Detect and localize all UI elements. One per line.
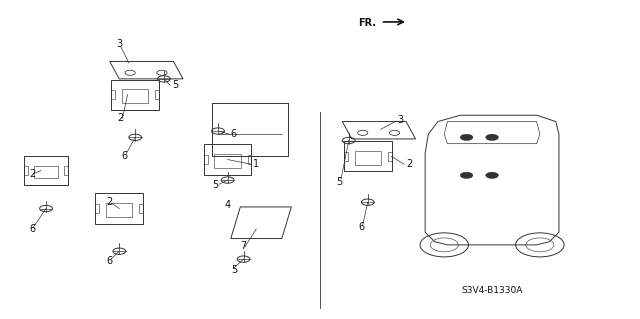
Text: FR.: FR. [358,18,376,28]
Bar [156,90,159,100]
Text: 6: 6 [29,224,35,234]
Bar [106,203,132,217]
Bar [111,80,159,110]
Bar [248,155,252,164]
Text: 5: 5 [336,177,342,187]
Text: 3: 3 [397,115,404,125]
Text: 7: 7 [241,241,246,251]
Text: S3V4-B1330A: S3V4-B1330A [461,286,523,295]
Circle shape [460,172,473,178]
Bar [24,156,68,185]
Circle shape [460,134,473,141]
Text: 5: 5 [212,180,218,190]
Circle shape [486,172,499,178]
Text: 5: 5 [231,264,237,275]
Bar [355,151,381,165]
Text: 4: 4 [225,200,230,210]
Bar [95,194,143,224]
Bar [34,166,58,178]
Circle shape [486,134,499,141]
Bar [344,141,392,171]
Text: 6: 6 [358,222,365,233]
Bar [204,144,252,175]
Text: 3: 3 [116,39,122,49]
Bar [24,166,28,175]
Bar [65,166,68,175]
Bar [111,90,115,100]
Bar [140,204,143,213]
Text: 6: 6 [107,256,113,266]
Text: 6: 6 [231,129,237,139]
Bar [122,89,148,103]
Text: 5: 5 [172,80,179,90]
Bar [344,152,348,161]
Text: 2: 2 [117,113,124,123]
Bar [388,152,392,161]
Text: 2: 2 [107,197,113,207]
Text: 1: 1 [253,159,259,169]
Bar [204,155,207,164]
Text: 2: 2 [29,169,35,179]
Text: 6: 6 [122,151,127,161]
Text: 2: 2 [406,159,412,169]
Bar [95,204,99,213]
Bar [214,154,241,168]
